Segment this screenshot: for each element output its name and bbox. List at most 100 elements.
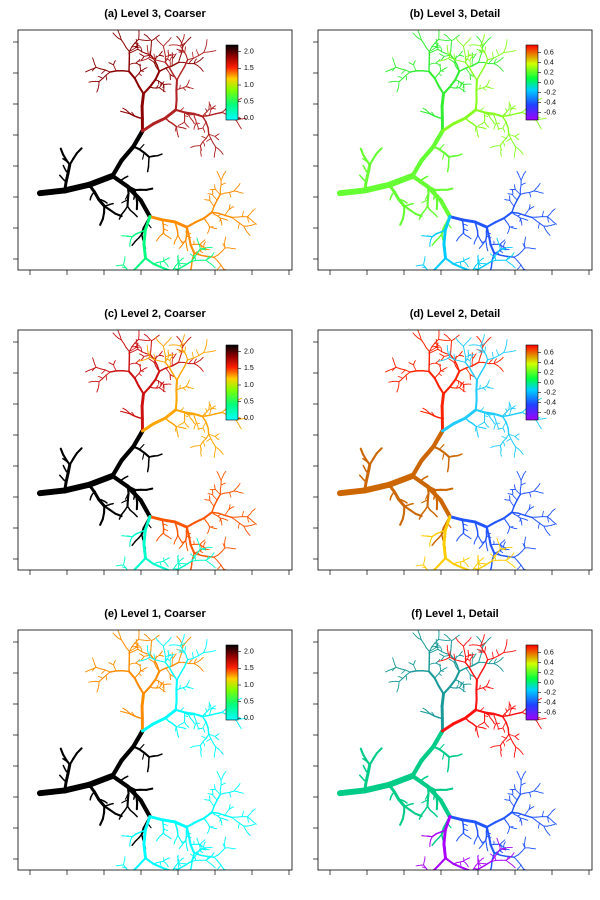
river-segment	[96, 616, 97, 620]
river-segment	[110, 758, 124, 779]
river-segment	[508, 433, 512, 440]
river-segment	[473, 520, 489, 529]
river-segment	[137, 344, 140, 347]
river-segment	[201, 414, 210, 418]
river-segment	[485, 526, 490, 538]
river-segment	[132, 264, 140, 270]
river-segment	[408, 508, 417, 515]
river-segment	[222, 242, 224, 246]
river-segment	[424, 175, 429, 179]
river-segment	[165, 229, 169, 232]
river-segment	[205, 259, 210, 264]
river-segment	[113, 300, 114, 302]
river-segment	[551, 208, 556, 212]
river-segment	[414, 300, 415, 302]
river-segment	[405, 304, 406, 306]
river-segment	[535, 519, 541, 524]
river-segment	[414, 35, 419, 39]
river-segment	[438, 59, 443, 62]
river-segment	[121, 589, 122, 597]
river-segment	[129, 413, 135, 417]
river-segment	[509, 403, 512, 407]
river-segment	[422, 107, 427, 111]
river-segment	[418, 32, 421, 37]
river-segment	[171, 55, 174, 58]
river-segment	[359, 147, 365, 156]
river-segment	[178, 245, 182, 249]
river-segment	[422, 407, 427, 411]
river-segment	[429, 509, 435, 514]
river-segment	[422, 597, 423, 598]
river-segment	[190, 274, 191, 279]
river-segment	[141, 58, 147, 61]
river-segment	[199, 587, 200, 588]
river-segment	[112, 604, 113, 606]
river-segment	[448, 358, 452, 361]
river-segment	[222, 473, 225, 478]
river-segment	[98, 377, 104, 383]
river-segment	[190, 274, 192, 275]
river-segment	[435, 531, 442, 535]
panel-title: (e) Level 1, Coarser	[104, 608, 206, 620]
river-segment	[135, 531, 142, 535]
river-segment	[181, 582, 186, 587]
river-segment	[462, 342, 467, 347]
river-segment	[97, 675, 101, 678]
river-segment	[217, 133, 220, 136]
river-segment	[145, 56, 151, 60]
river-segment	[427, 70, 436, 80]
river-segment	[92, 357, 95, 362]
river-segment	[336, 187, 368, 197]
river-segment	[118, 596, 119, 598]
river-segment	[186, 425, 190, 428]
river-segment	[239, 192, 244, 194]
river-segment	[217, 560, 222, 566]
river-segment	[178, 56, 181, 63]
river-segment	[414, 360, 416, 363]
river-segment	[425, 567, 429, 570]
river-segment	[190, 574, 191, 579]
river-segment	[428, 271, 431, 273]
river-segment	[124, 175, 129, 179]
river-segment	[501, 114, 510, 118]
river-segment	[124, 496, 128, 500]
river-segment	[441, 58, 447, 61]
river-segment	[144, 257, 155, 266]
river-segment	[429, 539, 432, 544]
river-segment	[520, 564, 525, 570]
river-segment	[181, 257, 185, 260]
river-segment	[176, 44, 181, 47]
river-segment	[125, 567, 129, 570]
river-segment	[547, 219, 550, 223]
river-segment	[439, 53, 442, 56]
river-segment	[393, 360, 396, 365]
river-segment	[197, 579, 198, 581]
river-segment	[59, 747, 65, 756]
river-segment	[544, 529, 548, 534]
river-segment	[180, 341, 183, 347]
river-segment	[154, 670, 161, 681]
river-segment	[181, 282, 186, 287]
river-segment	[128, 346, 133, 352]
river-segment	[155, 365, 158, 370]
river-segment	[388, 381, 393, 383]
plot-frame	[317, 29, 593, 271]
river-segment	[414, 599, 416, 600]
river-segment	[179, 38, 182, 44]
river-segment	[502, 437, 507, 443]
river-segment	[231, 516, 237, 521]
river-segment	[127, 711, 131, 715]
river-segment	[179, 586, 180, 590]
river-segment	[493, 295, 494, 299]
river-segment	[157, 684, 159, 687]
river-segment	[247, 513, 251, 518]
river-segment	[457, 453, 463, 457]
river-segment	[487, 599, 488, 601]
river-segment	[158, 667, 167, 673]
river-segment	[192, 420, 195, 425]
river-segment	[231, 572, 234, 574]
river-segment	[392, 312, 396, 313]
river-segment	[211, 50, 217, 52]
river-segment	[205, 257, 210, 261]
river-segment	[118, 602, 120, 603]
